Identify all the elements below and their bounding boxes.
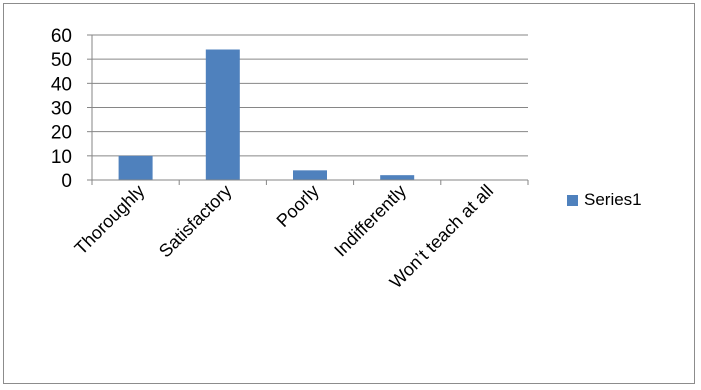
y-tick-label: 20 [51,123,72,144]
y-tick-label: 60 [51,26,72,47]
y-tick-label: 0 [61,171,72,192]
y-tick-label: 50 [51,50,72,71]
x-tick-label: Satisfactory [155,181,236,262]
y-tick-label: 40 [51,74,72,95]
legend: Series1 [567,190,642,210]
bars [118,49,415,180]
bar [293,170,327,180]
legend-swatch [567,194,578,206]
x-tick-label: Indifferently [330,181,410,261]
x-tick-label: Thoroughly [71,181,149,259]
y-tick-label: 30 [51,99,72,120]
legend-label: Series1 [584,190,642,209]
gridlines [92,34,528,157]
bar [205,49,240,180]
x-tick-label: Poorly [273,181,323,231]
y-tick-label: 10 [51,147,72,168]
y-tick-labels: 0 10 20 30 40 50 60 [51,26,72,192]
bar [118,155,153,180]
x-tick-labels: Thoroughly Satisfactory Poorly Indifferentl… [71,181,498,293]
bar [380,175,415,180]
chart-frame [3,3,695,384]
axes [87,34,529,185]
